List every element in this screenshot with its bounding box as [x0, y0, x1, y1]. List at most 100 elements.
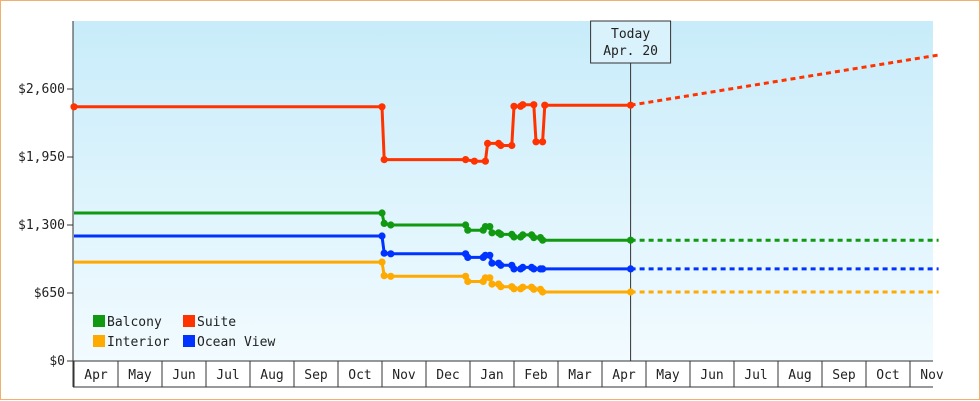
data-point: [378, 258, 386, 266]
legend-swatch-balcony: [93, 315, 105, 327]
today-box: [590, 20, 672, 64]
data-point: [510, 233, 518, 241]
series-suite: [70, 53, 939, 165]
data-point: [510, 285, 518, 293]
x-tick-label: Nov: [392, 368, 416, 383]
data-point: [497, 261, 505, 269]
x-tick-label: Jul: [216, 368, 239, 383]
series-ocean-view: [74, 232, 939, 273]
forecast-line-suite: [630, 53, 939, 107]
data-point: [510, 102, 518, 110]
x-tick-label: Jun: [172, 368, 195, 383]
y-tick-label: $1,300: [18, 218, 65, 233]
data-point: [539, 288, 547, 296]
data-point: [380, 272, 388, 280]
data-point: [378, 103, 386, 111]
legend-label-interior: Interior: [107, 335, 170, 350]
data-point: [627, 288, 635, 296]
x-tick-label: Mar: [568, 368, 592, 383]
data-point: [486, 223, 494, 231]
x-tick-label: Aug: [788, 368, 811, 383]
data-point: [462, 156, 470, 164]
x-tick-label: Sep: [832, 368, 856, 383]
data-point: [378, 232, 386, 240]
data-point: [70, 103, 78, 111]
data-point: [497, 283, 505, 291]
x-tick-label: Oct: [876, 368, 899, 383]
x-tick-label: Dec: [436, 368, 459, 383]
legend-label-ocean-view: Ocean View: [197, 335, 275, 350]
data-point: [470, 157, 478, 165]
x-tick-label: Jul: [744, 368, 767, 383]
data-point: [378, 209, 386, 217]
x-tick-label: Apr: [84, 368, 108, 383]
data-point: [464, 253, 472, 261]
x-tick-label: May: [656, 368, 680, 383]
data-point: [539, 265, 547, 273]
data-point: [519, 263, 527, 271]
data-point: [387, 221, 395, 229]
data-point: [519, 101, 527, 109]
data-point: [519, 283, 527, 291]
series-lines: [70, 53, 939, 296]
legend-swatch-ocean-view: [183, 335, 195, 347]
x-tick-label: Aug: [260, 368, 283, 383]
x-axis: Apr May Jun Jul Aug Sep Oct Nov Dec Jan Feb Mar Apr M…: [73, 360, 944, 388]
data-point: [627, 265, 635, 273]
data-point: [530, 101, 538, 109]
data-point: [519, 231, 527, 239]
data-point: [627, 101, 635, 109]
data-point: [497, 141, 505, 150]
x-tick-label: Apr: [612, 368, 636, 383]
data-point: [508, 141, 516, 150]
data-point: [380, 219, 388, 227]
data-point: [539, 138, 547, 146]
data-point: [530, 265, 538, 273]
x-tick-label: Sep: [304, 368, 328, 383]
data-point: [486, 251, 494, 259]
data-point: [464, 226, 472, 234]
x-tick-label: Oct: [348, 368, 371, 383]
x-tick-label: Nov: [920, 368, 944, 383]
data-point: [541, 101, 549, 109]
y-axis: $0 $650 $1,300 $1,950 $2,600: [18, 21, 74, 387]
today-marker: Today Apr. 20: [590, 20, 672, 361]
legend-label-balcony: Balcony: [107, 315, 162, 330]
y-tick-label: $2,600: [18, 82, 65, 97]
legend-swatch-interior: [93, 335, 105, 347]
legend: Balcony Suite Interior Ocean View: [93, 315, 275, 350]
data-point: [387, 250, 395, 258]
y-tick-label: $650: [34, 286, 65, 301]
legend-label-suite: Suite: [197, 315, 236, 330]
data-point: [464, 277, 472, 286]
data-point: [488, 280, 496, 288]
data-point: [481, 157, 489, 165]
x-tick-label: Jan: [480, 368, 503, 383]
x-tick-label: Jun: [700, 368, 723, 383]
x-tick-label: Feb: [524, 368, 548, 383]
data-point: [627, 236, 635, 244]
today-label: Today: [611, 27, 650, 42]
data-point: [380, 156, 388, 164]
data-point: [530, 285, 538, 293]
series-interior: [74, 258, 939, 296]
data-point: [530, 234, 538, 242]
plot-background: [73, 21, 933, 361]
y-tick-label: $0: [49, 354, 65, 369]
series-balcony: [74, 209, 939, 244]
data-point: [488, 229, 496, 237]
data-point: [380, 249, 388, 257]
data-point: [532, 138, 540, 146]
data-point: [510, 265, 518, 273]
legend-swatch-suite: [183, 315, 195, 327]
data-point: [387, 272, 395, 280]
data-point: [488, 259, 496, 267]
data-point: [539, 236, 547, 244]
data-point: [486, 274, 494, 282]
data-point: [484, 139, 492, 147]
data-point: [497, 230, 505, 238]
x-tick-label: May: [128, 368, 152, 383]
y-tick-label: $1,950: [18, 150, 65, 165]
